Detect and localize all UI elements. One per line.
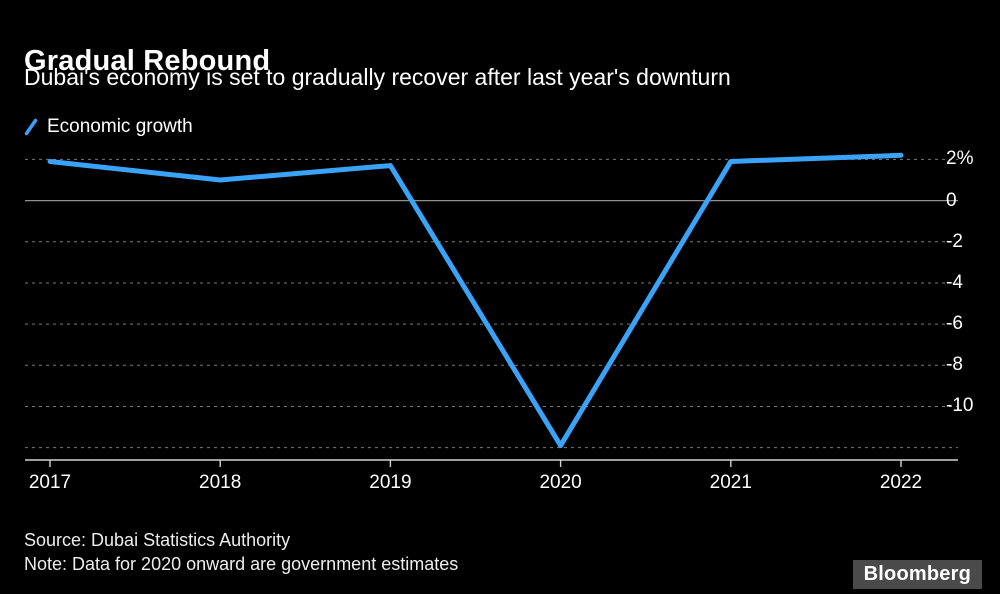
note-text: Note: Data for 2020 onward are governmen… (24, 554, 459, 574)
y-axis-label: -6 (946, 313, 963, 335)
y-axis-label: -8 (946, 354, 963, 376)
chart-title: Gradual Rebound (24, 45, 271, 78)
y-axis-label: -4 (946, 271, 963, 293)
y-axis-label: 2% (946, 148, 974, 170)
x-axis-label: 2018 (199, 472, 242, 493)
x-axis-label: 2017 (28, 472, 72, 493)
bloomberg-logo: Bloomberg (852, 560, 982, 589)
y-axis-label: -10 (946, 395, 974, 417)
y-axis-label: -2 (946, 230, 963, 252)
chart-subtitle: Dubai's economy is set to gradually reco… (24, 64, 731, 90)
source-text: Source: Dubai Statistics Authority (24, 530, 291, 550)
economic-growth-line (47, 152, 904, 449)
x-axis-label: 2021 (709, 472, 752, 493)
x-axis-label: 2019 (369, 472, 412, 493)
legend: Economic growth (24, 116, 193, 138)
x-axis-label: 2020 (539, 472, 582, 493)
legend-label: Economic growth (47, 116, 193, 137)
legend-line-icon (24, 118, 38, 136)
x-axis-label: 2022 (879, 472, 923, 493)
y-axis-label: 0 (946, 189, 957, 211)
